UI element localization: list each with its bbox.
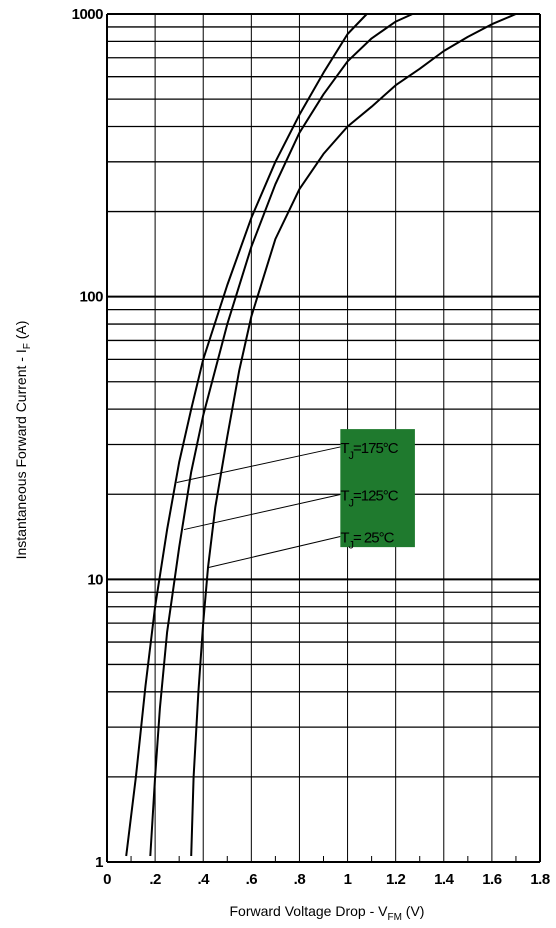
x-tick-label: 0 xyxy=(103,871,111,888)
grid xyxy=(106,13,541,863)
y-tick-label: 10 xyxy=(87,571,103,588)
x-tick-label: .2 xyxy=(149,871,161,888)
x-tick-label: 1 xyxy=(344,871,352,888)
legend-label-0: TJ=175°C xyxy=(340,440,398,462)
x-tick-label: 1.4 xyxy=(434,871,455,888)
x-tick-label: .4 xyxy=(197,871,210,888)
series-line-0 xyxy=(125,13,368,857)
y-tick-label: 1 xyxy=(95,854,103,871)
x-axis-label: Forward Voltage Drop - VFM (V) xyxy=(230,903,425,923)
series-layer xyxy=(125,13,517,857)
legend-box xyxy=(340,429,415,548)
x-tick-label: .6 xyxy=(246,871,258,888)
x-tick-labels: 0 .2 .4 .6 .8 1 1.2 1.4 1.6 1.8 xyxy=(103,871,550,888)
y-tick-label: 1000 xyxy=(72,6,104,23)
y-axis-label: Instantaneous Forward Current - IF (A) xyxy=(13,321,33,560)
series-line-2 xyxy=(190,13,517,857)
x-tick-label: .8 xyxy=(294,871,306,888)
series-line-1 xyxy=(149,13,413,857)
legend-label-1: TJ=125°C xyxy=(340,488,398,510)
leader-line-0 xyxy=(176,446,341,484)
x-tick-label: 1.2 xyxy=(386,871,406,888)
legend-leaders xyxy=(176,446,341,569)
legend-label-2: TJ= 25°C xyxy=(340,529,394,551)
x-tick-label: 1.6 xyxy=(482,871,502,888)
leader-line-1 xyxy=(183,494,341,531)
legend: TJ=175°C TJ=125°C TJ= 25°C xyxy=(340,440,399,552)
y-tick-label: 100 xyxy=(79,289,103,306)
x-tick-label: 1.8 xyxy=(530,871,550,888)
leader-line-2 xyxy=(207,536,341,569)
y-tick-labels: 1 10 100 1000 xyxy=(72,6,104,871)
